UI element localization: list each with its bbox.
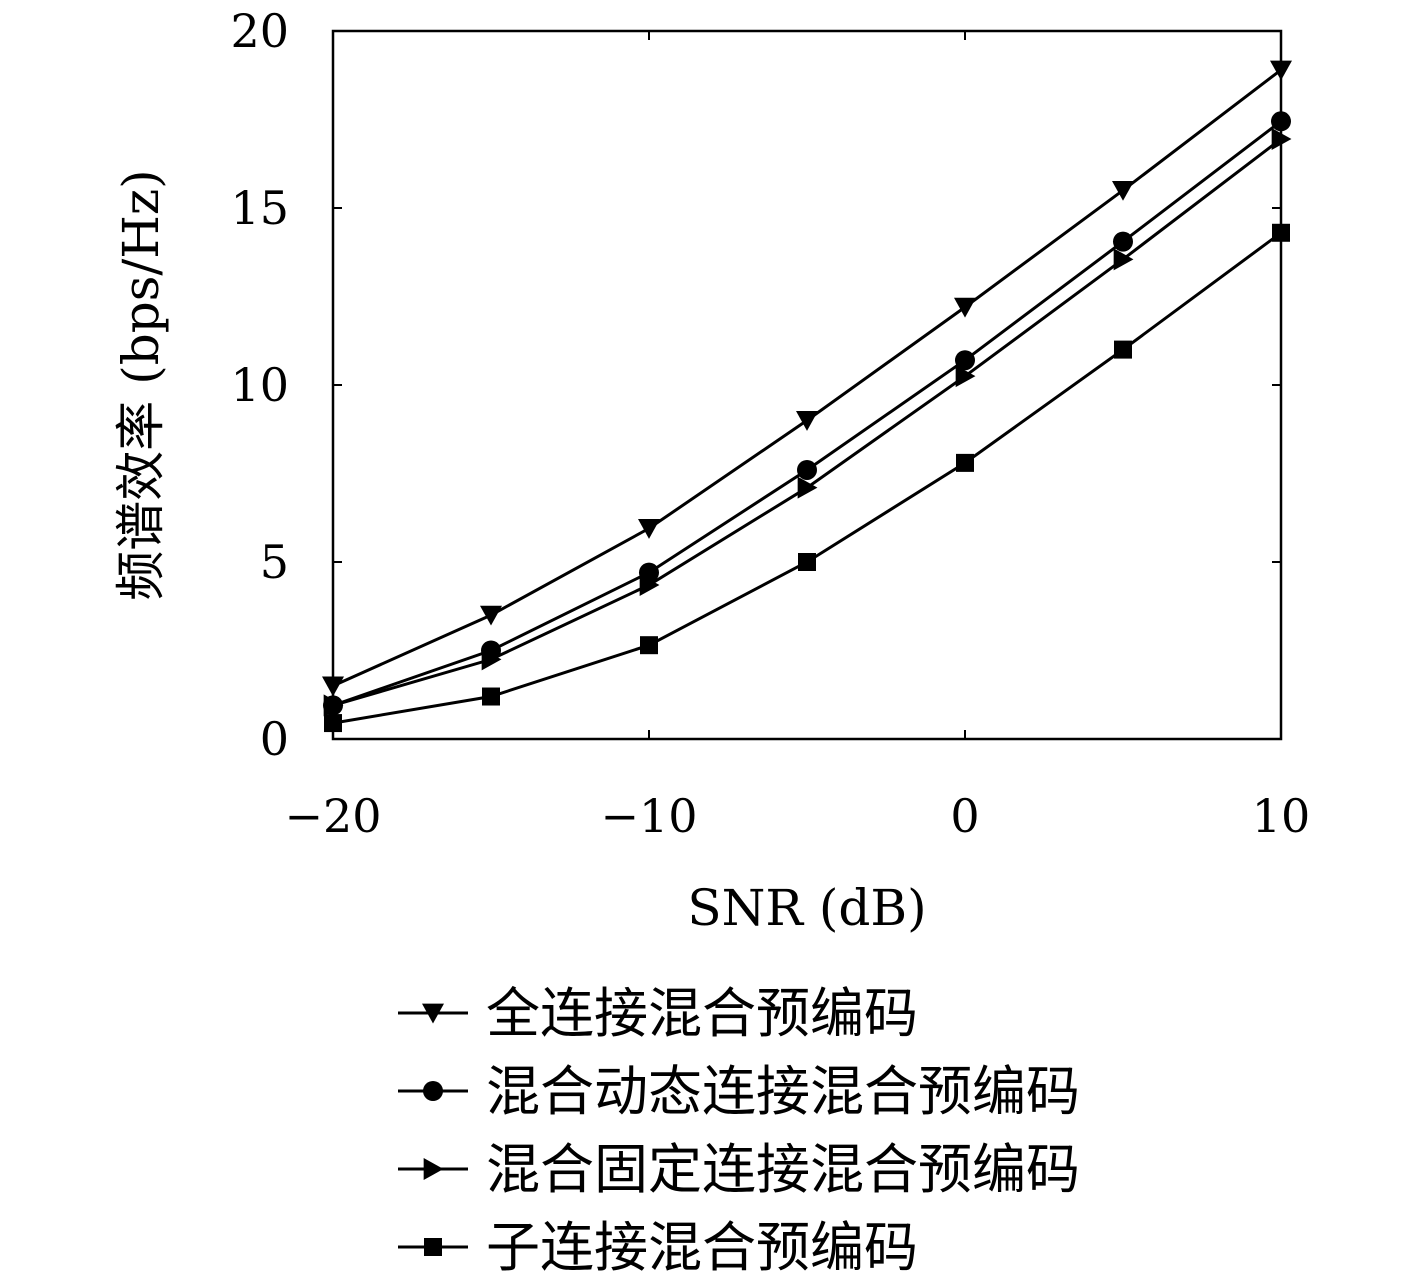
- series-1: [322, 60, 1292, 697]
- data-point: [482, 687, 500, 706]
- data-point: [1113, 248, 1134, 271]
- data-point: [1271, 127, 1292, 150]
- legend-marker: [423, 1158, 444, 1180]
- y-tick-label: 0: [260, 712, 289, 766]
- data-point: [639, 574, 660, 597]
- series-4: [324, 223, 1290, 733]
- data-point: [638, 519, 660, 539]
- data-point: [796, 411, 818, 431]
- x-axis-label: SNR (dB): [687, 879, 926, 937]
- data-point: [955, 365, 976, 388]
- series-3: [323, 127, 1292, 717]
- x-tick-label: 0: [950, 789, 979, 843]
- data-point: [1272, 223, 1290, 242]
- y-tick-label: 10: [230, 358, 289, 412]
- plot-area: [331, 29, 1283, 741]
- data-point: [955, 350, 975, 371]
- data-point: [1113, 231, 1133, 252]
- plot-frame: [331, 29, 1283, 741]
- legend-label: 混合固定连接混合预编码: [486, 1138, 1080, 1201]
- data-point: [798, 553, 816, 571]
- data-point: [1112, 180, 1134, 201]
- legend-label: 全连接混合预编码: [486, 982, 918, 1045]
- series-2: [323, 111, 1291, 716]
- series-line: [332, 68, 1282, 688]
- data-point: [324, 714, 342, 733]
- y-tick-label: 5: [260, 535, 289, 589]
- legend-label: 子连接混合预编码: [486, 1216, 918, 1278]
- legend-marker: [423, 1081, 443, 1101]
- data-point: [1271, 111, 1291, 132]
- data-point: [797, 476, 818, 499]
- data-point: [323, 694, 344, 717]
- y-tick-label: 15: [230, 181, 289, 235]
- series-layer: [322, 60, 1292, 733]
- legend-label: 混合动态连接混合预编码: [486, 1060, 1080, 1123]
- data-point: [322, 676, 344, 697]
- data-point: [956, 453, 974, 472]
- data-point: [481, 648, 502, 671]
- x-tick-label: −10: [600, 789, 697, 843]
- y-axis-label: 频谱效率 (bps/Hz): [112, 169, 170, 600]
- x-tick-label: −20: [284, 789, 381, 843]
- legend-item-2: 混合动态连接混合预编码: [398, 1060, 1080, 1123]
- data-point: [1270, 60, 1292, 81]
- axis-ticks: −20 −10 0 10 0 5 10 15 20: [230, 4, 1310, 843]
- y-tick-label: 20: [230, 4, 289, 58]
- legend-marker: [424, 1238, 442, 1256]
- legend-item-3: 混合固定连接混合预编码: [398, 1138, 1080, 1201]
- data-point: [1114, 340, 1132, 359]
- data-point: [640, 636, 658, 655]
- legend-marker: [422, 1003, 444, 1024]
- data-point: [480, 605, 502, 626]
- data-point: [954, 297, 976, 318]
- legend-item-1: 全连接混合预编码: [398, 982, 918, 1045]
- x-tick-label: 10: [1252, 789, 1311, 843]
- legend-item-4: 子连接混合预编码: [398, 1216, 918, 1278]
- data-point: [797, 459, 817, 480]
